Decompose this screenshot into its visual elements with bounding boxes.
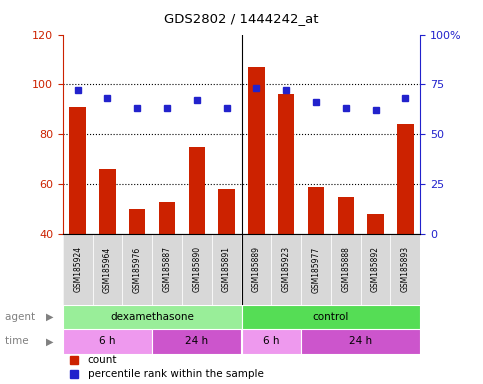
Text: percentile rank within the sample: percentile rank within the sample <box>88 369 264 379</box>
Bar <box>122 234 152 305</box>
Text: GSM185976: GSM185976 <box>133 246 142 293</box>
Bar <box>212 234 242 305</box>
Bar <box>331 234 361 305</box>
Text: GSM185888: GSM185888 <box>341 247 350 292</box>
Bar <box>152 329 242 354</box>
Bar <box>338 197 354 234</box>
Text: GSM185889: GSM185889 <box>252 247 261 292</box>
Text: GSM185890: GSM185890 <box>192 246 201 293</box>
Bar <box>70 107 86 234</box>
Text: 24 h: 24 h <box>185 336 208 346</box>
Text: GSM185892: GSM185892 <box>371 247 380 292</box>
Bar <box>159 202 175 234</box>
Bar <box>368 214 384 234</box>
Bar <box>301 234 331 305</box>
Bar <box>271 234 301 305</box>
Text: GSM185924: GSM185924 <box>73 246 82 293</box>
Text: control: control <box>313 312 349 322</box>
Bar <box>189 147 205 234</box>
Text: GSM185893: GSM185893 <box>401 246 410 293</box>
Bar <box>278 94 294 234</box>
Text: time: time <box>5 336 32 346</box>
Text: dexamethasone: dexamethasone <box>110 312 194 322</box>
Bar <box>242 234 271 305</box>
Text: GSM185887: GSM185887 <box>163 247 171 292</box>
Bar <box>218 189 235 234</box>
Text: 24 h: 24 h <box>349 336 372 346</box>
Bar <box>390 234 420 305</box>
Bar <box>361 234 390 305</box>
Bar <box>63 305 242 329</box>
Bar <box>152 234 182 305</box>
Bar <box>93 234 122 305</box>
Bar <box>182 234 212 305</box>
Bar <box>248 67 265 234</box>
Text: GDS2802 / 1444242_at: GDS2802 / 1444242_at <box>164 12 319 25</box>
Bar <box>301 329 420 354</box>
Text: 6 h: 6 h <box>263 336 280 346</box>
Text: ▶: ▶ <box>46 336 54 346</box>
Text: 6 h: 6 h <box>99 336 116 346</box>
Bar <box>397 124 413 234</box>
Text: ▶: ▶ <box>46 312 54 322</box>
Text: GSM185891: GSM185891 <box>222 247 231 292</box>
Bar <box>308 187 324 234</box>
Text: GSM185923: GSM185923 <box>282 246 291 293</box>
Text: count: count <box>88 355 117 365</box>
Bar <box>63 329 152 354</box>
Text: GSM185964: GSM185964 <box>103 246 112 293</box>
Bar <box>242 329 301 354</box>
Bar <box>63 234 93 305</box>
Text: agent: agent <box>5 312 38 322</box>
Text: GSM185977: GSM185977 <box>312 246 320 293</box>
Bar <box>99 169 115 234</box>
Bar <box>129 209 145 234</box>
Bar <box>242 305 420 329</box>
